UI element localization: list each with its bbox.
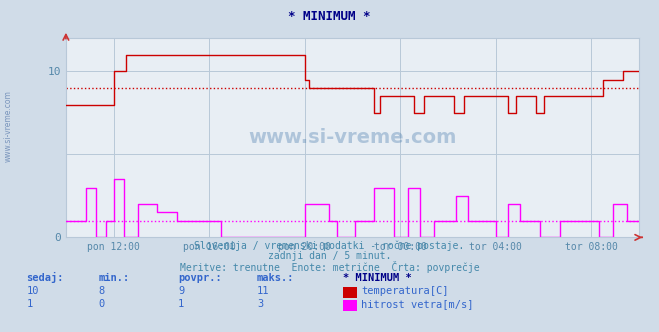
Text: Meritve: trenutne  Enote: metrične  Črta: povprečje: Meritve: trenutne Enote: metrične Črta: … (180, 261, 479, 273)
Text: 11: 11 (257, 286, 270, 296)
Text: temperatura[C]: temperatura[C] (361, 286, 449, 296)
Text: www.si-vreme.com: www.si-vreme.com (248, 128, 457, 147)
Text: Slovenija / vremenski podatki - ročne postaje.: Slovenija / vremenski podatki - ročne po… (194, 241, 465, 251)
Text: 9: 9 (178, 286, 184, 296)
Text: * MINIMUM *: * MINIMUM * (343, 273, 411, 283)
Text: * MINIMUM *: * MINIMUM * (288, 10, 371, 23)
Text: 3: 3 (257, 299, 263, 309)
Text: 1: 1 (178, 299, 184, 309)
Text: 10: 10 (26, 286, 39, 296)
Text: www.si-vreme.com: www.si-vreme.com (3, 90, 13, 162)
Text: maks.:: maks.: (257, 273, 295, 283)
Text: min.:: min.: (99, 273, 130, 283)
Text: 0: 0 (99, 299, 105, 309)
Text: 1: 1 (26, 299, 32, 309)
Text: hitrost vetra[m/s]: hitrost vetra[m/s] (361, 299, 474, 309)
Text: povpr.:: povpr.: (178, 273, 221, 283)
Text: sedaj:: sedaj: (26, 272, 64, 283)
Text: 8: 8 (99, 286, 105, 296)
Text: zadnji dan / 5 minut.: zadnji dan / 5 minut. (268, 251, 391, 261)
